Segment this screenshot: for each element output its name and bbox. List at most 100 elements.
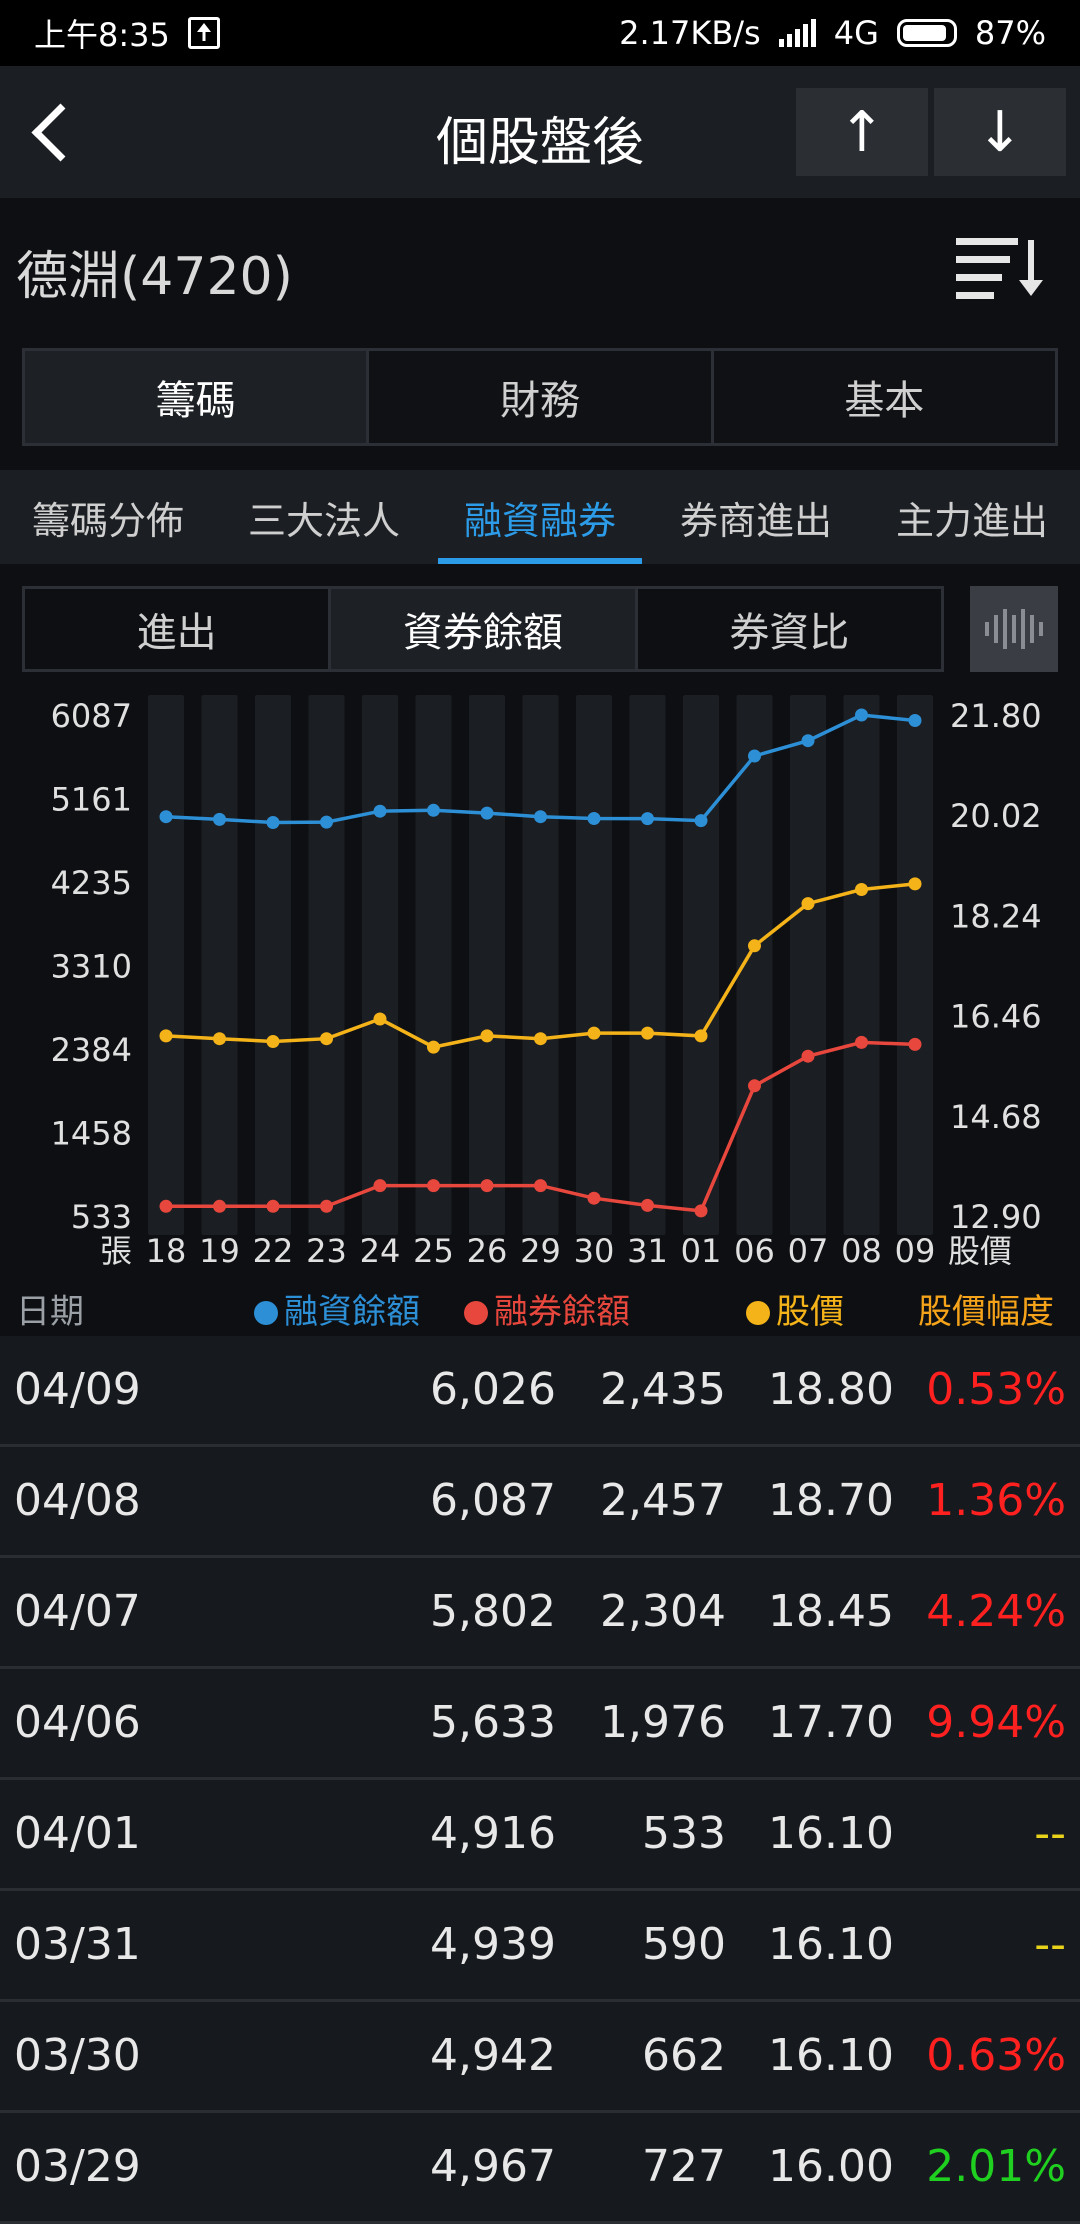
- row-price-change: 2.01%: [926, 2141, 1066, 2192]
- legend-price-change: 股價幅度: [918, 1292, 1054, 1332]
- previous-stock-button[interactable]: ↑: [796, 88, 928, 176]
- row-date: 04/09: [14, 1364, 141, 1415]
- x-tick-label: 29: [520, 1232, 561, 1270]
- chart-column-band: [362, 695, 398, 1235]
- tab-institutional[interactable]: 三大法人: [247, 498, 400, 543]
- series-1-point: [373, 804, 387, 818]
- row-margin-balance: 4,916: [430, 1808, 556, 1859]
- row-date: 04/06: [14, 1697, 141, 1748]
- series-1-point: [855, 708, 868, 722]
- series-1-point: [480, 806, 494, 820]
- series-1-point: [266, 816, 280, 829]
- row-price: 16.10: [768, 1919, 894, 1970]
- table-row[interactable]: 03/31 4,939 590 16.10 --: [0, 1891, 1080, 2002]
- y-right-tick-label: 12.90: [950, 1198, 1042, 1236]
- series-2-point: [320, 1199, 333, 1213]
- tab-balance[interactable]: 資券餘額: [331, 589, 638, 669]
- sort-menu-icon[interactable]: [956, 234, 1043, 300]
- series-3-point: [213, 1032, 226, 1046]
- table-row[interactable]: 03/29 4,967 727 16.00 2.01%: [0, 2113, 1080, 2224]
- upload-icon: [187, 17, 220, 49]
- sub-tabs: 籌碼分佈 三大法人 融資融券 券商進出 主力進出: [0, 470, 1080, 564]
- tab-broker-flow[interactable]: 券商進出: [679, 498, 832, 543]
- row-date: 04/01: [14, 1808, 141, 1859]
- series-2-point: [266, 1199, 280, 1213]
- series-2-point: [373, 1179, 387, 1193]
- margin-chart: 6087 5161 4235 3310 2384 1458 533 21.80 20.02 18.…: [51, 695, 1042, 1270]
- series-2-point: [908, 1037, 922, 1051]
- table-row[interactable]: 04/01 4,916 533 16.10 --: [0, 1780, 1080, 1891]
- series-1-point: [213, 812, 226, 826]
- network-type: 4G: [833, 14, 879, 52]
- chart-column-band: [629, 695, 666, 1235]
- row-short-balance: 2,304: [600, 1586, 726, 1637]
- y-right-tick-label: 18.24: [950, 897, 1042, 935]
- row-date: 03/29: [14, 2141, 141, 2192]
- x-tick-label: 24: [360, 1232, 401, 1270]
- stock-name: 德淵(4720): [16, 247, 293, 307]
- row-margin-balance: 4,939: [430, 1919, 556, 1970]
- legend-short-balance: 融券餘額: [464, 1284, 630, 1333]
- stock-title-row: 德淵(4720): [0, 198, 1080, 338]
- tab-chip-distribution[interactable]: 籌碼分佈: [31, 498, 184, 543]
- status-bar: 上午8:35 2.17KB/s 4G 87%: [0, 0, 1080, 66]
- next-stock-button[interactable]: ↓: [934, 88, 1066, 176]
- legend-date: 日期: [16, 1292, 84, 1332]
- row-price: 18.70: [768, 1475, 894, 1526]
- series-2-point: [801, 1049, 815, 1063]
- table-row[interactable]: 04/06 5,633 1,976 17.70 9.94%: [0, 1669, 1080, 1780]
- x-tick-label: 25: [413, 1232, 454, 1270]
- series-1-point: [801, 734, 815, 748]
- battery-icon: [896, 19, 957, 47]
- series-3-point: [320, 1032, 333, 1046]
- row-short-balance: 2,435: [600, 1364, 726, 1415]
- chart-column-band: [201, 695, 238, 1235]
- series-2-point: [855, 1035, 868, 1049]
- series-2-point: [641, 1198, 654, 1212]
- row-short-balance: 727: [642, 2141, 726, 2192]
- row-price-change: 1.36%: [926, 1475, 1066, 1526]
- y-left-tick-label: 4235: [51, 864, 132, 902]
- row-date: 03/31: [14, 1919, 141, 1970]
- y-left-tick-label: 6087: [51, 697, 132, 735]
- chart-column-band: [255, 695, 291, 1235]
- x-tick-label: 31: [627, 1232, 668, 1270]
- table-row[interactable]: 04/09 6,026 2,435 18.80 0.53%: [0, 1336, 1080, 1447]
- row-short-balance: 1,976: [600, 1697, 726, 1748]
- chart-column-band: [148, 695, 184, 1235]
- row-price-change: 0.63%: [926, 2030, 1066, 2081]
- row-margin-balance: 4,942: [430, 2030, 556, 2081]
- series-3-point: [801, 897, 815, 911]
- row-price-change: 4.24%: [926, 1586, 1066, 1637]
- table-row[interactable]: 04/07 5,802 2,304 18.45 4.24%: [0, 1558, 1080, 1669]
- tab-short-ratio[interactable]: 券資比: [729, 610, 850, 656]
- y-right-tick-label: 21.80: [950, 697, 1042, 735]
- x-axis-unit-label: 張: [100, 1232, 132, 1270]
- series-1-point: [748, 749, 761, 763]
- series-3-point: [159, 1029, 173, 1043]
- row-price-change: --: [1034, 1808, 1066, 1859]
- series-3-point: [855, 883, 868, 896]
- primary-tabs: 籌碼 財務 基本: [22, 348, 1058, 446]
- series-1-point: [159, 810, 173, 824]
- tab-in-out[interactable]: 進出: [25, 589, 332, 669]
- table-row[interactable]: 03/30 4,942 662 16.10 0.63%: [0, 2002, 1080, 2113]
- tab-finance[interactable]: 財務: [369, 351, 714, 443]
- row-date: 04/07: [14, 1586, 141, 1637]
- x-tick-label: 22: [253, 1232, 294, 1270]
- tab-basic[interactable]: 基本: [844, 378, 925, 424]
- row-price: 17.70: [768, 1697, 894, 1748]
- tab-chips[interactable]: 籌碼: [25, 351, 370, 443]
- row-date: 03/30: [14, 2030, 141, 2081]
- row-margin-balance: 4,967: [430, 2141, 556, 2192]
- series-2-point: [213, 1199, 226, 1213]
- table-row[interactable]: 04/08 6,087 2,457 18.70 1.36%: [0, 1447, 1080, 1558]
- tab-margin-short[interactable]: 融資融券: [432, 470, 648, 564]
- legend-price: 股價: [746, 1284, 844, 1333]
- row-short-balance: 533: [642, 1808, 726, 1859]
- series-3-point: [908, 877, 922, 891]
- series-3-point: [748, 939, 761, 953]
- y-left-tick-label: 533: [71, 1198, 132, 1236]
- waveform-icon[interactable]: [970, 586, 1058, 672]
- tab-major-flow[interactable]: 主力進出: [895, 498, 1048, 543]
